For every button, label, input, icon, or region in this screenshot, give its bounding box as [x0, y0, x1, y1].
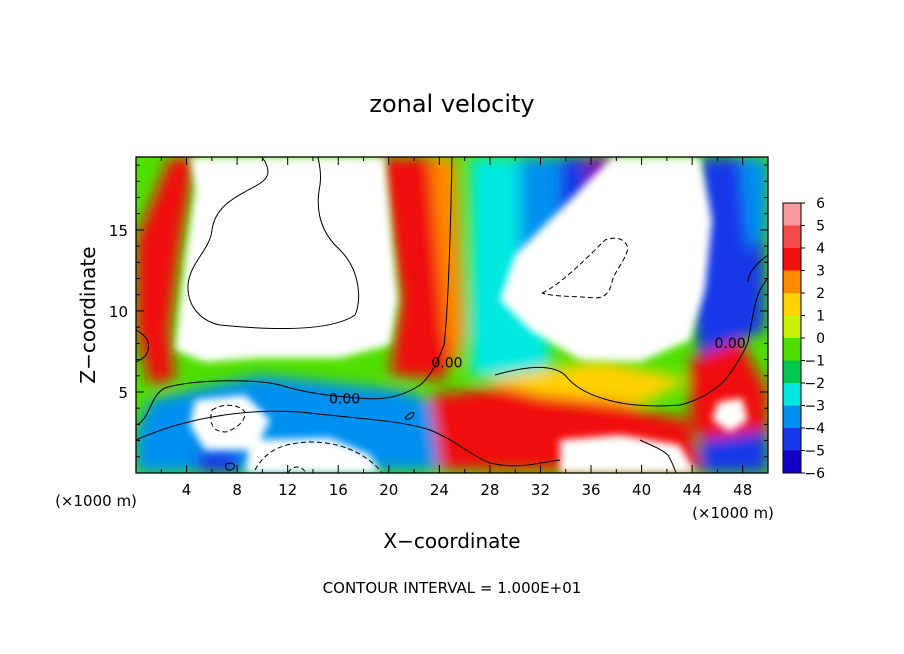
mask-lower-left-bubble: [190, 395, 270, 450]
field-band-lower-right-blue: [700, 430, 768, 473]
field-band-small-blue: [198, 450, 238, 473]
mask-lower-right: [560, 435, 695, 473]
contour-interval-label: CONTOUR INTERVAL = 1.000E+01: [323, 579, 582, 597]
mask-lower-right-bubble: [712, 398, 748, 432]
y-axis-label: Z−coordinate: [76, 246, 100, 383]
contour-lines: [136, 157, 768, 473]
contour-dashed-upper-right: [541, 237, 629, 299]
colorbar-swatch: [783, 203, 801, 226]
field-band-left-red: [136, 157, 195, 385]
field-band-upper-right-cyan: [740, 157, 768, 250]
colorbar-swatch: [783, 293, 801, 316]
x-tick-label: 28: [480, 481, 499, 499]
contour-dashed-lower-left: [210, 404, 246, 433]
plot-frame: [135, 156, 769, 474]
contour-labels: 0.00 0.00 0.00: [329, 336, 746, 407]
colorbar-swatch: [783, 450, 801, 474]
x-tick-label: 40: [632, 481, 651, 499]
x-axis: 4 8 12 16 20 24 28 32 36 40 44 48: [160, 157, 752, 499]
contour-tiny-loop: [404, 411, 415, 420]
colorbar-label: −6: [804, 466, 825, 482]
contour-zero-lower: [136, 410, 561, 467]
colorbar-label: 6: [816, 196, 825, 212]
colorbar-label: −4: [804, 421, 825, 437]
x-tick-label: 4: [182, 481, 192, 499]
x-tick-label: 24: [430, 481, 449, 499]
colorbar-swatch: [783, 248, 801, 271]
x-tick-label: 16: [329, 481, 348, 499]
contour-left-lower: [136, 329, 149, 363]
x-unit-label-right: (×1000 m): [692, 504, 774, 522]
colorbar-swatch: [783, 270, 801, 294]
field-band-lower-yellow: [480, 360, 690, 405]
contour-lower-right-solid: [639, 439, 677, 473]
contour-dashed-small: [287, 466, 307, 473]
y-axis: 5 10 15: [109, 164, 768, 458]
colorbar: 6 5 4 3 2 1 0 −1 −2 −3 −4 −5 −6: [782, 196, 825, 482]
colorbar-label: −3: [804, 399, 825, 415]
contour-dashed-lower-middle: [254, 441, 383, 473]
colorbar-swatch: [783, 405, 801, 429]
contour-upper-left-solid: [187, 157, 360, 330]
plot-area: 0.00 0.00 0.00: [136, 157, 768, 473]
chart-title: zonal velocity: [369, 90, 534, 118]
colorbar-swatch: [783, 360, 801, 384]
colorbar-label: 0: [816, 331, 825, 347]
colorbar-swatch: [783, 315, 801, 339]
contour-zero-main: [136, 157, 453, 426]
colorbar-swatch: [783, 338, 801, 361]
colorbar-label: 2: [816, 286, 825, 302]
contour-small-loop-left: [225, 462, 235, 471]
mask-lower-middle: [245, 438, 380, 473]
x-tick-label: 44: [683, 481, 702, 499]
x-tick-label: 36: [581, 481, 600, 499]
colorbar-label: 1: [816, 309, 825, 325]
x-tick-label: 32: [531, 481, 550, 499]
field-band-orange-plume: [430, 157, 465, 375]
colorbar-swatch: [783, 428, 801, 451]
y-tick-label: 5: [118, 384, 128, 402]
contour-label: 0.00: [431, 356, 462, 372]
contour-lines-dashed: [210, 237, 629, 473]
y-tick-label: 10: [109, 303, 128, 321]
colorbar-label: 4: [816, 241, 825, 257]
colorbar-swatch: [783, 383, 801, 406]
x-tick-label: 12: [278, 481, 297, 499]
colorbar-label: −5: [804, 444, 825, 460]
x-tick-label: 48: [733, 481, 752, 499]
x-tick-label: 20: [379, 481, 398, 499]
y-tick-label: 15: [109, 222, 128, 240]
contour-label: 0.00: [329, 391, 360, 407]
x-tick-label: 8: [232, 481, 242, 499]
x-axis-label: X−coordinate: [383, 529, 520, 553]
x-unit-label-left: (×1000 m): [55, 492, 137, 510]
colorbar-label: 5: [816, 219, 825, 235]
mask-upper-right: [500, 157, 712, 362]
colorbar-label: 3: [816, 264, 825, 280]
masked-regions: [175, 157, 748, 473]
colorbar-label: −1: [804, 354, 825, 370]
mask-upper-left: [175, 157, 398, 362]
colorbar-swatch: [783, 225, 801, 249]
contour-label: 0.00: [714, 336, 745, 352]
contour-zero-right: [494, 289, 761, 407]
colorbar-label: −2: [804, 376, 825, 392]
